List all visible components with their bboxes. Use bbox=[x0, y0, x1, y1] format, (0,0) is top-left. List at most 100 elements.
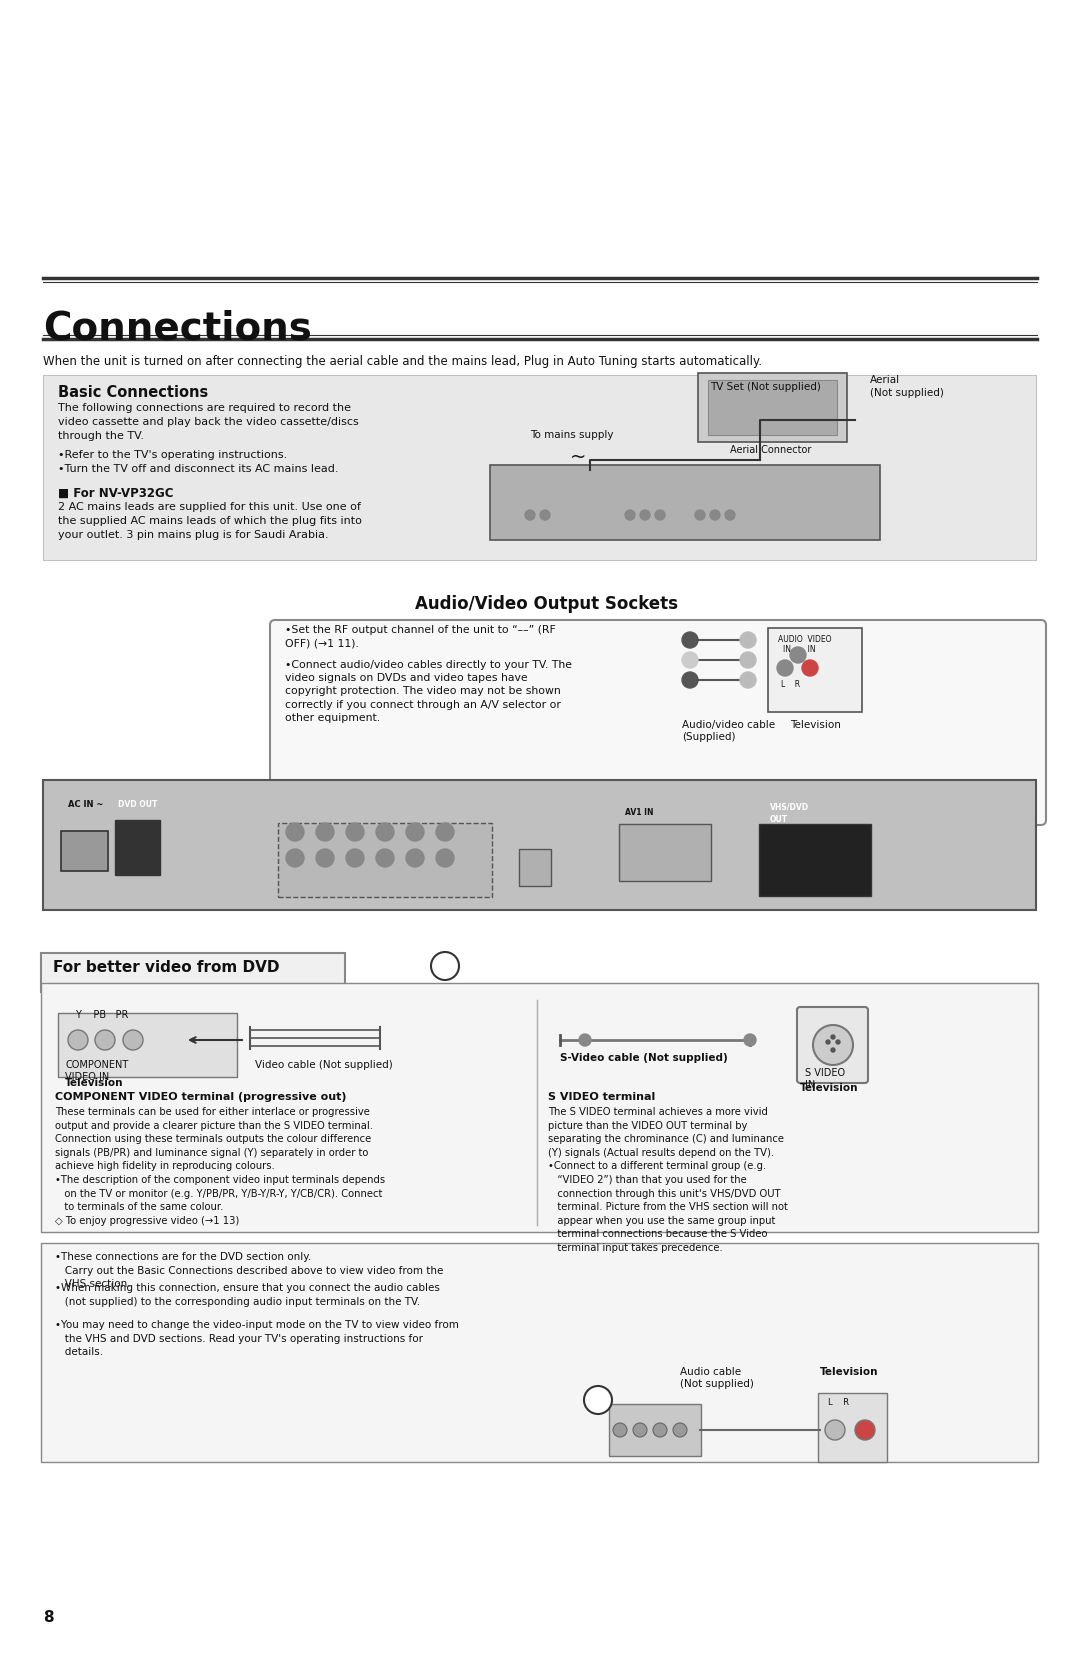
Circle shape bbox=[740, 633, 756, 648]
Text: Television: Television bbox=[789, 719, 841, 729]
FancyBboxPatch shape bbox=[818, 1394, 887, 1462]
Text: ■ For NV-VP32GC: ■ For NV-VP32GC bbox=[58, 487, 174, 501]
FancyBboxPatch shape bbox=[58, 1013, 237, 1077]
Text: Television: Television bbox=[820, 1367, 878, 1377]
Text: 2 AC mains leads are supplied for this unit. Use one of
the supplied AC mains le: 2 AC mains leads are supplied for this u… bbox=[58, 502, 362, 541]
FancyBboxPatch shape bbox=[519, 850, 551, 886]
Circle shape bbox=[777, 659, 793, 676]
Text: These terminals can be used for either interlace or progressive
output and provi: These terminals can be used for either i… bbox=[55, 1107, 386, 1225]
Circle shape bbox=[346, 823, 364, 841]
Circle shape bbox=[826, 1040, 831, 1045]
Circle shape bbox=[813, 1025, 853, 1065]
Text: •Set the RF output channel of the unit to “––” (RF
OFF) (→1 11).: •Set the RF output channel of the unit t… bbox=[285, 624, 556, 648]
Circle shape bbox=[740, 653, 756, 668]
Text: VHS/DVD
OUT: VHS/DVD OUT bbox=[770, 803, 809, 824]
Circle shape bbox=[836, 1040, 840, 1045]
Circle shape bbox=[431, 951, 459, 980]
Circle shape bbox=[316, 850, 334, 866]
FancyBboxPatch shape bbox=[698, 372, 847, 442]
Circle shape bbox=[123, 1030, 143, 1050]
Text: •Connect audio/video cables directly to your TV. The
video signals on DVDs and v: •Connect audio/video cables directly to … bbox=[285, 659, 572, 723]
Text: Audio/Video Output Sockets: Audio/Video Output Sockets bbox=[415, 596, 678, 613]
Circle shape bbox=[681, 653, 698, 668]
Circle shape bbox=[584, 1385, 612, 1414]
Text: •When making this connection, ensure that you connect the audio cables
   (not s: •When making this connection, ensure tha… bbox=[55, 1283, 440, 1307]
FancyBboxPatch shape bbox=[60, 831, 108, 871]
Circle shape bbox=[654, 511, 665, 521]
Circle shape bbox=[855, 1420, 875, 1440]
Text: Aerial
(Not supplied): Aerial (Not supplied) bbox=[870, 376, 944, 399]
FancyBboxPatch shape bbox=[490, 466, 880, 541]
FancyBboxPatch shape bbox=[43, 376, 1036, 561]
Circle shape bbox=[625, 511, 635, 521]
Circle shape bbox=[286, 823, 303, 841]
Circle shape bbox=[681, 633, 698, 648]
FancyBboxPatch shape bbox=[768, 628, 862, 713]
FancyBboxPatch shape bbox=[41, 983, 1038, 1232]
Text: AC IN ~: AC IN ~ bbox=[68, 799, 104, 809]
Circle shape bbox=[725, 511, 735, 521]
Text: AV1 IN: AV1 IN bbox=[625, 808, 653, 818]
Text: ~: ~ bbox=[570, 447, 586, 467]
Circle shape bbox=[825, 1420, 845, 1440]
Circle shape bbox=[406, 850, 424, 866]
Text: A: A bbox=[593, 1394, 604, 1407]
Circle shape bbox=[696, 511, 705, 521]
Text: L    R: L R bbox=[828, 1399, 849, 1407]
Text: When the unit is turned on after connecting the aerial cable and the mains lead,: When the unit is turned on after connect… bbox=[43, 355, 762, 367]
FancyBboxPatch shape bbox=[43, 779, 1036, 910]
Circle shape bbox=[376, 850, 394, 866]
Text: •These connections are for the DVD section only.
   Carry out the Basic Connecti: •These connections are for the DVD secti… bbox=[55, 1252, 444, 1288]
Circle shape bbox=[316, 823, 334, 841]
Text: Television: Television bbox=[800, 1083, 859, 1093]
Text: L    R: L R bbox=[781, 679, 800, 689]
Circle shape bbox=[710, 511, 720, 521]
Text: 8: 8 bbox=[43, 1611, 54, 1626]
FancyBboxPatch shape bbox=[708, 381, 837, 436]
Text: Audio/video cable
(Supplied): Audio/video cable (Supplied) bbox=[681, 719, 775, 743]
Circle shape bbox=[653, 1424, 667, 1437]
Circle shape bbox=[579, 1035, 591, 1046]
Text: Connections: Connections bbox=[43, 310, 312, 349]
Circle shape bbox=[376, 823, 394, 841]
Text: •You may need to change the video-input mode on the TV to view video from
   the: •You may need to change the video-input … bbox=[55, 1320, 459, 1357]
Circle shape bbox=[744, 1035, 756, 1046]
Text: Television: Television bbox=[65, 1078, 123, 1088]
FancyBboxPatch shape bbox=[41, 1243, 1038, 1462]
Text: For better video from DVD: For better video from DVD bbox=[53, 960, 280, 975]
Circle shape bbox=[640, 511, 650, 521]
Circle shape bbox=[436, 823, 454, 841]
Text: Video cable (Not supplied): Video cable (Not supplied) bbox=[255, 1060, 393, 1070]
Circle shape bbox=[802, 659, 818, 676]
Circle shape bbox=[633, 1424, 647, 1437]
FancyBboxPatch shape bbox=[278, 823, 492, 896]
Circle shape bbox=[525, 511, 535, 521]
Text: Aerial Connector: Aerial Connector bbox=[730, 446, 811, 456]
FancyBboxPatch shape bbox=[41, 953, 345, 991]
Text: Audio cable
(Not supplied): Audio cable (Not supplied) bbox=[680, 1367, 754, 1389]
Text: •Refer to the TV's operating instructions.: •Refer to the TV's operating instruction… bbox=[58, 451, 287, 461]
FancyBboxPatch shape bbox=[759, 824, 870, 896]
Circle shape bbox=[613, 1424, 627, 1437]
Circle shape bbox=[406, 823, 424, 841]
Text: S-Video cable (Not supplied): S-Video cable (Not supplied) bbox=[561, 1053, 728, 1063]
Text: Basic Connections: Basic Connections bbox=[58, 386, 208, 401]
FancyBboxPatch shape bbox=[270, 619, 1047, 824]
Text: To mains supply: To mains supply bbox=[530, 431, 613, 441]
Text: IN       IN: IN IN bbox=[783, 644, 815, 654]
Text: The following connections are required to record the
video cassette and play bac: The following connections are required t… bbox=[58, 402, 359, 441]
Circle shape bbox=[68, 1030, 87, 1050]
Circle shape bbox=[673, 1424, 687, 1437]
Circle shape bbox=[286, 850, 303, 866]
Text: AUDIO  VIDEO: AUDIO VIDEO bbox=[778, 634, 832, 644]
Circle shape bbox=[789, 648, 806, 663]
Text: S VIDEO
IN: S VIDEO IN bbox=[805, 1068, 846, 1090]
Circle shape bbox=[346, 850, 364, 866]
Text: •Turn the TV off and disconnect its AC mains lead.: •Turn the TV off and disconnect its AC m… bbox=[58, 464, 338, 474]
Circle shape bbox=[831, 1048, 835, 1051]
Text: TV Set (Not supplied): TV Set (Not supplied) bbox=[710, 382, 821, 392]
Text: COMPONENT VIDEO terminal (progressive out): COMPONENT VIDEO terminal (progressive ou… bbox=[55, 1092, 347, 1102]
Text: Y    PB   PR: Y PB PR bbox=[75, 1010, 129, 1020]
FancyBboxPatch shape bbox=[797, 1006, 868, 1083]
Circle shape bbox=[95, 1030, 114, 1050]
